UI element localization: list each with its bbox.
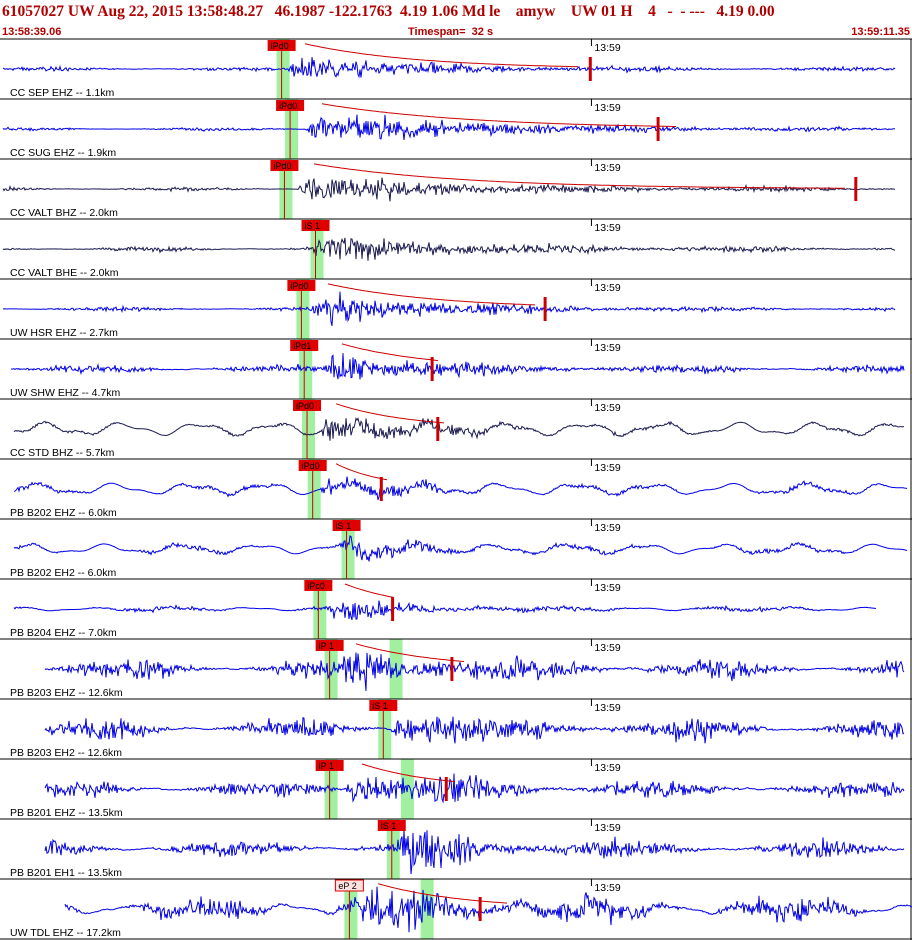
start-time-label: 13:58:39.06 [2,26,62,38]
waveform-trace[interactable] [44,716,905,744]
coda-curve [335,403,445,424]
phase-window [276,39,290,99]
pick-label-box[interactable] [293,400,322,411]
pick-label: iPd0 [273,161,291,171]
coda-curve [344,583,394,598]
pick-label: iS 1 [336,521,352,531]
coda-curve [335,463,388,481]
time-tick-label: 13:59 [594,42,620,54]
pick-label: iP 1 [319,761,334,771]
waveform-trace[interactable] [2,291,896,327]
pick-label: iPd0 [302,461,320,471]
pick-label-box[interactable] [276,100,305,111]
pick-label-box[interactable] [334,879,364,892]
phase-window [307,459,321,519]
waveform-trace[interactable] [13,600,877,621]
pick-label-box[interactable] [298,460,327,471]
pick-label-box[interactable] [287,280,316,291]
time-tick-label: 13:59 [594,702,620,714]
pick-label-box[interactable] [270,160,299,171]
coda-curve [304,43,579,68]
station-label: PB B201 EH1 -- 13.5km [10,867,122,879]
waveform-trace[interactable] [13,417,905,441]
time-tick-label: 13:59 [594,162,620,174]
pick-label-box[interactable] [377,820,406,831]
station-label: UW SHW EHZ -- 4.7km [10,387,120,399]
phase-window [344,879,358,939]
coda-curve [355,643,465,662]
station-label: UW TDL EHZ -- 17.2km [10,927,121,939]
pick-label-box[interactable] [267,40,296,51]
waveform-trace[interactable] [2,237,896,261]
station-label: PB B202 EH2 -- 6.0km [10,567,116,579]
time-tick-label: 13:59 [594,102,620,114]
phase-window [378,699,392,759]
time-tick-label: 13:59 [594,402,620,414]
coda-curve [321,103,676,127]
coda-curve [361,763,456,783]
time-tick-label: 13:59 [594,762,620,774]
station-label: PB B204 EHZ -- 7.0km [10,627,117,639]
pick-label: iS 1 [372,701,388,711]
pick-label: iS 1 [305,221,321,231]
pick-label-box[interactable] [332,520,361,531]
waveform-trace[interactable] [2,114,896,141]
pick-label: iPd0 [279,101,297,111]
coda-curve [327,283,536,306]
waveform-trace[interactable] [44,829,905,875]
pick-label: iPd0 [296,401,314,411]
phase-window [302,399,316,459]
pick-label: iPc0 [307,581,325,591]
phase-window [313,579,327,639]
station-label: CC VALT BHZ -- 2.0km [10,207,118,219]
waveform-trace[interactable] [44,652,905,691]
pick-label: iPd0 [290,281,308,291]
time-tick-label: 13:59 [594,642,620,654]
pick-label-box[interactable] [315,640,344,651]
coda-curve [313,163,845,189]
pick-label-box[interactable] [290,340,319,351]
station-label: CC SEP EHZ -- 1.1km [10,87,114,99]
time-tick-label: 13:59 [594,222,620,234]
phase-window [324,639,338,699]
waveform-trace[interactable] [44,773,905,804]
pick-label: iPd0 [271,41,289,51]
pick-label: iP 1 [319,641,334,651]
pick-label: eP 2 [338,881,356,891]
waveform-trace[interactable] [64,886,912,933]
pick-label-box[interactable] [301,220,330,231]
coda-curve [377,883,508,904]
station-label: PB B203 EHZ -- 12.6km [10,687,123,699]
time-tick-label: 13:59 [594,342,620,354]
event-header: 61057027 UW Aug 22, 2015 13:58:48.27 46.… [2,3,775,20]
time-tick-label: 13:59 [594,582,620,594]
timespan-label: Timespan= 32 s [408,26,494,38]
time-tick-label: 13:59 [594,522,620,534]
station-label: PB B202 EHZ -- 6.0km [10,507,117,519]
waveform-trace[interactable] [13,535,908,562]
pick-label: iPd1 [293,341,311,351]
phase-window [341,519,355,579]
end-time-label: 13:59:11.35 [851,26,910,38]
pick-label-box[interactable] [315,760,344,771]
waveform-trace[interactable] [2,177,895,202]
time-tick-label: 13:59 [594,462,620,474]
time-tick-label: 13:59 [594,882,620,894]
station-label: CC SUG EHZ -- 1.9km [10,147,116,159]
pick-label-box[interactable] [304,580,333,591]
station-label: CC STD BHZ -- 5.7km [10,447,115,459]
pick-label: iS 1 [381,821,397,831]
waveform-trace[interactable] [10,353,905,380]
station-label: PB B203 EH2 -- 12.6km [10,747,122,759]
time-tick-label: 13:59 [594,822,620,834]
coda-curve [341,343,439,361]
station-label: CC VALT BHE -- 2.0km [10,267,119,279]
time-tick-label: 13:59 [594,282,620,294]
waveform-trace[interactable] [2,57,896,79]
station-label: PB B201 EHZ -- 13.5km [10,807,123,819]
pick-label-box[interactable] [369,700,398,711]
waveform-trace[interactable] [13,476,908,501]
station-label: UW HSR EHZ -- 2.7km [10,327,118,339]
